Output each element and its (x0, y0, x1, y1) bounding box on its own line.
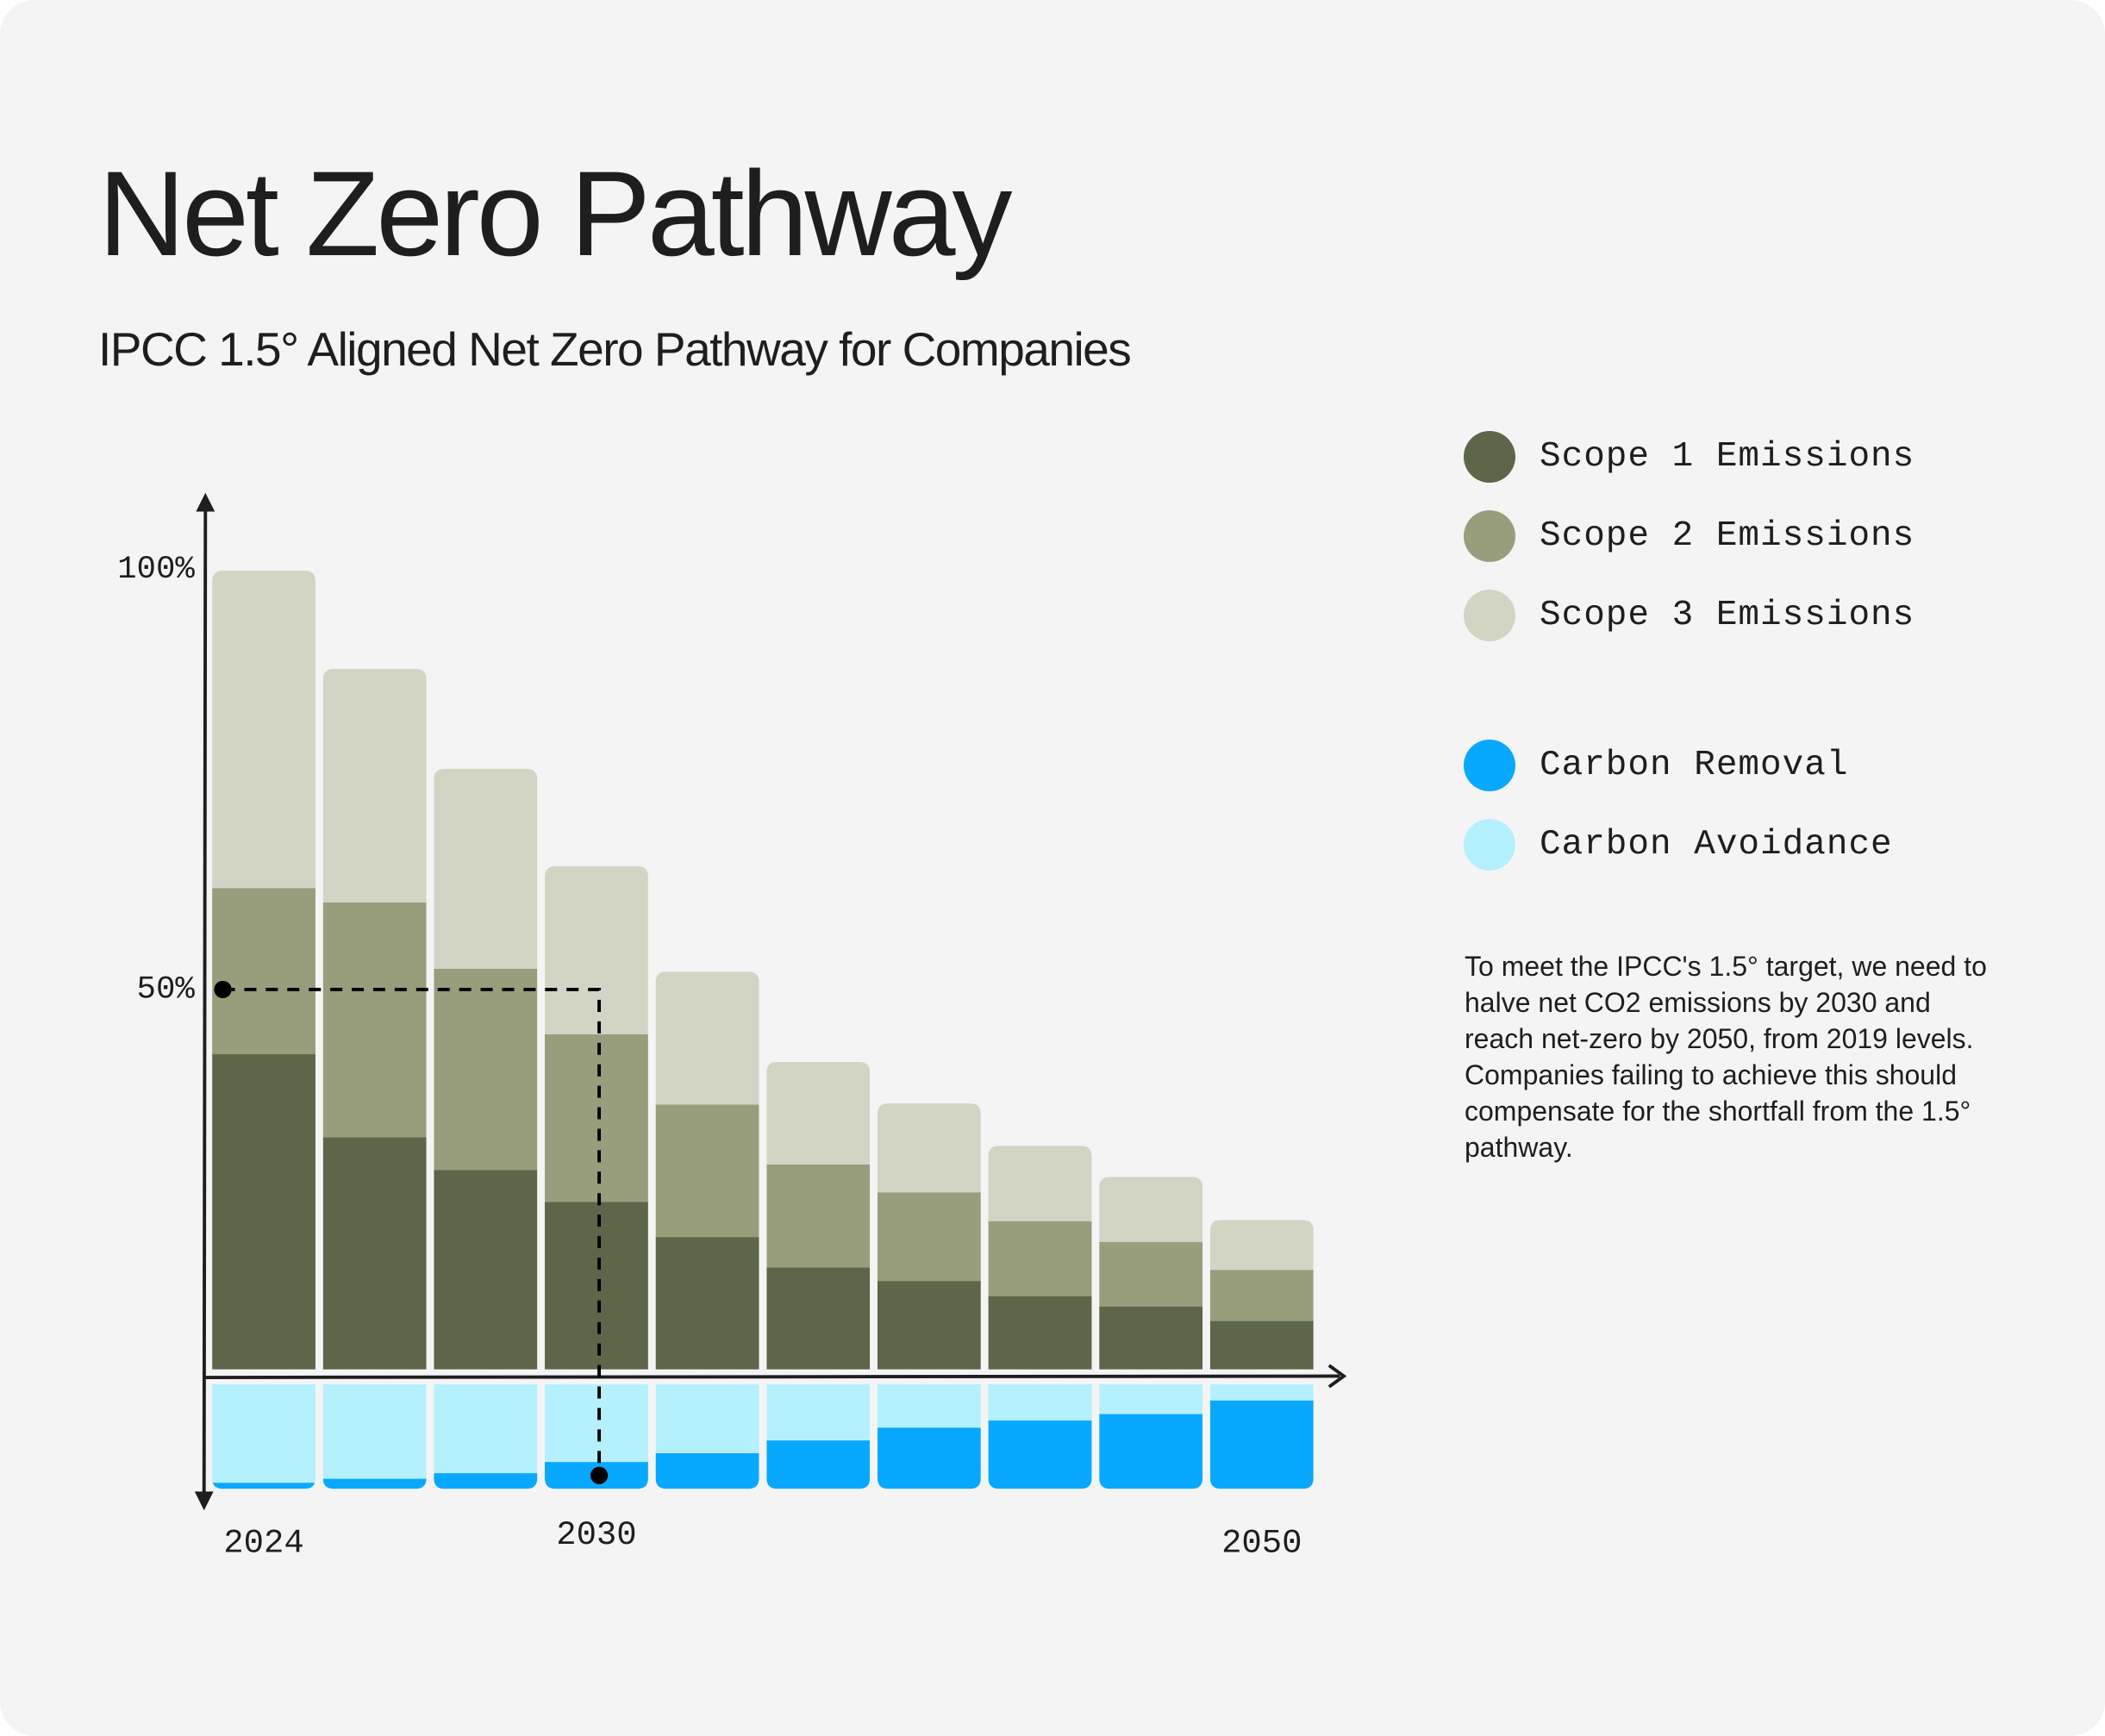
y-axis-arrow-up (196, 492, 215, 512)
bar-scope-1-emissions (212, 1053, 315, 1370)
x-axis (203, 1374, 1340, 1379)
bar-scope-1-emissions (322, 1137, 427, 1370)
bar-scope-2-emissions (1099, 1241, 1203, 1307)
bar-scope-3-emissions (1209, 1220, 1314, 1271)
bar-carbon-avoidance (766, 1383, 871, 1441)
bar-carbon-removal (988, 1420, 1092, 1489)
bar-scope-3-emissions (322, 669, 427, 903)
bar-scope-2-emissions (988, 1221, 1092, 1296)
legend-swatch-icon (1464, 590, 1515, 641)
bar-scope-1-emissions (766, 1267, 871, 1370)
bar-carbon-avoidance (434, 1383, 538, 1474)
bar-scope-1-emissions (1209, 1321, 1314, 1370)
bar-scope-3-emissions (988, 1146, 1092, 1221)
bar-carbon-removal (1209, 1400, 1314, 1489)
x-tick-label: 2050 (1221, 1524, 1302, 1562)
legend-swatch-icon (1464, 510, 1515, 562)
bar-scope-2-emissions (212, 887, 315, 1055)
description-text: To meet the IPCC's 1.5° target, we need … (1465, 951, 1987, 1163)
annotation-dashed-line (222, 987, 602, 1476)
annotation-start-dot (214, 980, 232, 999)
x-axis-arrow (1327, 1364, 1347, 1389)
bar-scope-3-emissions (1099, 1177, 1203, 1242)
legend-item-carbon-removal: Carbon Removal (1464, 740, 1848, 791)
bar-scope-2-emissions (322, 902, 427, 1138)
bar-carbon-removal (766, 1439, 871, 1489)
bar-scope-1-emissions (544, 1202, 648, 1370)
y-axis-arrow-down (194, 1491, 214, 1511)
bar-scope-1-emissions (1099, 1306, 1203, 1370)
legend-item-scope1: Scope 1 Emissions (1464, 431, 1914, 483)
bar-scope-3-emissions (544, 865, 648, 1034)
bar-carbon-removal (434, 1472, 538, 1489)
bar-scope-2-emissions (655, 1104, 759, 1238)
legend-item-scope2: Scope 2 Emissions (1464, 510, 1914, 562)
legend-swatch-icon (1464, 431, 1515, 483)
bar-scope-2-emissions (434, 968, 538, 1171)
bar-carbon-avoidance (1209, 1383, 1314, 1401)
bar-carbon-avoidance (1099, 1383, 1203, 1414)
bar-carbon-avoidance (877, 1383, 981, 1428)
bar-group-9 (1099, 1177, 1203, 1489)
bar-group-10: 2050 (1209, 1220, 1314, 1562)
bar-group-2 (322, 669, 427, 1489)
bar-carbon-avoidance (544, 1383, 648, 1463)
bar-scope-3-emissions (655, 971, 759, 1105)
bar-carbon-avoidance (322, 1383, 427, 1479)
page-subtitle: IPCC 1.5° Aligned Net Zero Pathway for C… (98, 322, 1132, 376)
bar-carbon-avoidance (988, 1383, 1092, 1421)
bar-carbon-avoidance (212, 1383, 315, 1483)
y-tick-label: 50% (137, 971, 196, 1008)
bar-scope-1-emissions (988, 1296, 1092, 1370)
bars: 2024 2030 2050 (212, 571, 1314, 1562)
bar-scope-2-emissions (766, 1164, 871, 1268)
bar-scope-3-emissions (766, 1061, 871, 1165)
bar-group-8 (988, 1146, 1092, 1489)
bar-scope-3-emissions (212, 571, 315, 889)
bar-carbon-removal (212, 1482, 315, 1489)
bar-group-4: 2030 (544, 865, 648, 1554)
bar-carbon-removal (1099, 1414, 1203, 1489)
page-title: Net Zero Pathway (98, 146, 1012, 281)
x-tick-label: 2024 (223, 1524, 303, 1562)
bar-group-5 (655, 971, 759, 1489)
legend-item-carbon-avoidance: Carbon Avoidance (1464, 819, 1893, 871)
annotation (214, 980, 609, 1484)
axes (194, 492, 1347, 1511)
x-tick-label: 2030 (556, 1516, 636, 1554)
bar-scope-2-emissions (1209, 1269, 1314, 1321)
y-axis (202, 507, 208, 1496)
bar-scope-1-emissions (877, 1280, 981, 1370)
bar-carbon-avoidance (655, 1383, 759, 1453)
legend-item-scope3: Scope 3 Emissions (1464, 590, 1914, 641)
bar-carbon-removal (322, 1478, 427, 1489)
bar-scope-3-emissions (877, 1103, 981, 1193)
bar-scope-2-emissions (877, 1191, 981, 1282)
bar-group-6 (766, 1061, 871, 1489)
annotation-end-dot (590, 1466, 609, 1484)
bar-carbon-removal (877, 1427, 981, 1489)
legend-swatch-icon (1464, 740, 1515, 791)
bar-group-3 (434, 768, 538, 1489)
bar-group-7 (877, 1103, 981, 1489)
bar-scope-1-emissions (434, 1170, 538, 1370)
bar-scope-3-emissions (434, 768, 538, 969)
bar-group-1: 2024 (212, 571, 315, 1562)
y-tick-label: 100% (117, 552, 195, 588)
bar-scope-2-emissions (544, 1033, 648, 1202)
bar-carbon-removal (655, 1452, 759, 1489)
legend-swatch-icon (1464, 819, 1515, 871)
bar-scope-1-emissions (655, 1236, 759, 1370)
